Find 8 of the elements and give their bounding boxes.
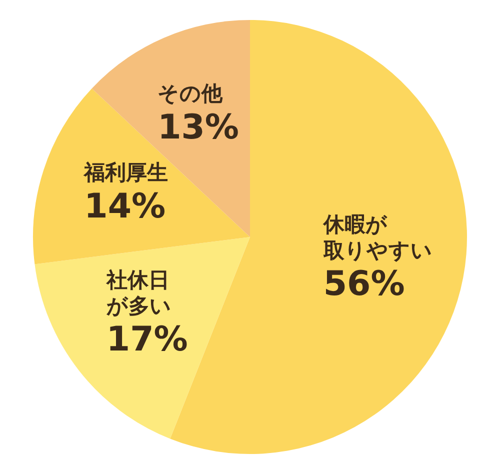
data-label: 13% bbox=[158, 107, 239, 148]
slice-label: 福利厚生 bbox=[83, 160, 168, 185]
slice-label: 社休日が多い bbox=[105, 268, 172, 318]
data-label: 56% bbox=[323, 264, 405, 304]
data-label: 14% bbox=[84, 186, 166, 227]
slice-label: 休暇が取りやすい bbox=[322, 212, 432, 262]
slice-label: その他 bbox=[158, 81, 224, 106]
data-label: 17% bbox=[106, 320, 188, 360]
